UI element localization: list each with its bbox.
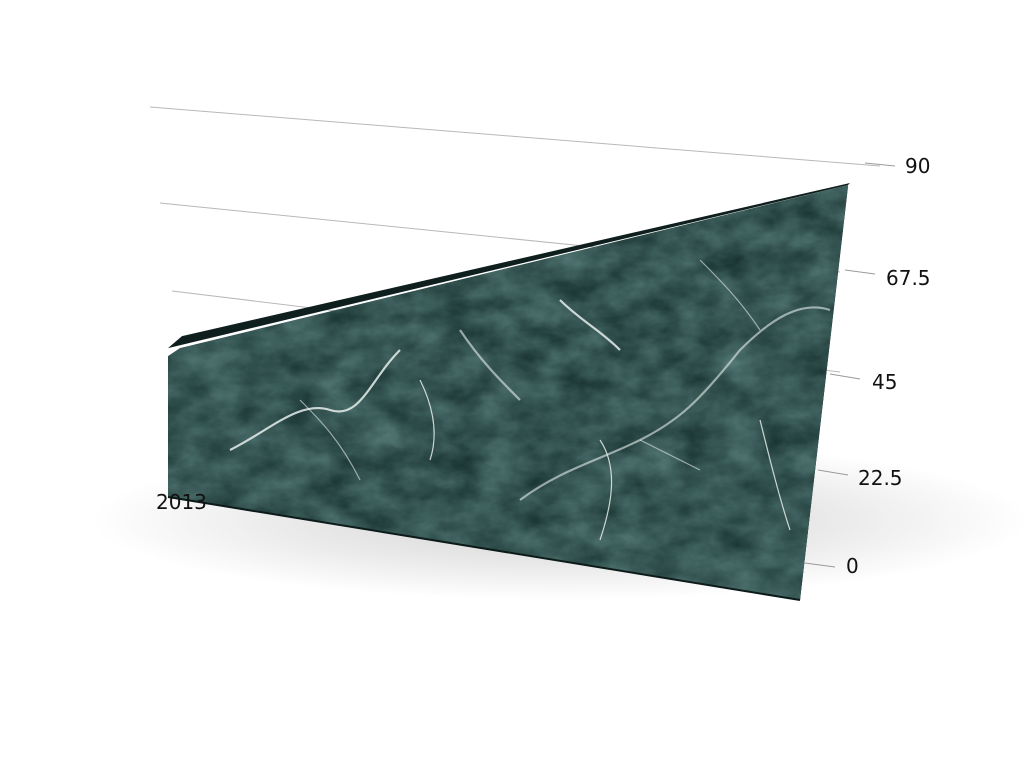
x-category-label: 2013	[156, 490, 207, 514]
marble-vein	[559, 299, 621, 351]
y-axis-tick	[829, 373, 861, 380]
y-tick-label: 45	[872, 370, 897, 394]
y-axis-tick	[844, 269, 876, 275]
marble-vein	[599, 439, 613, 541]
y-axis-tick	[804, 562, 836, 568]
marble-vein	[419, 379, 435, 461]
y-tick-label: 90	[905, 154, 930, 178]
y-axis-tick	[864, 162, 896, 167]
marble-vein	[699, 259, 761, 331]
area-baseline	[167, 496, 801, 601]
gridline	[149, 106, 881, 167]
y-tick-label: 67.5	[886, 266, 931, 290]
y-tick-label: 22.5	[858, 466, 903, 490]
y-axis-tick	[817, 469, 849, 476]
area-top-face	[168, 183, 850, 349]
marble-vein	[639, 439, 701, 471]
marble-vein	[299, 399, 361, 481]
marble-vein	[759, 419, 791, 531]
marble-vein	[459, 329, 521, 401]
marble-vein	[519, 306, 831, 501]
y-tick-label: 0	[846, 554, 859, 578]
marble-vein	[229, 349, 401, 451]
